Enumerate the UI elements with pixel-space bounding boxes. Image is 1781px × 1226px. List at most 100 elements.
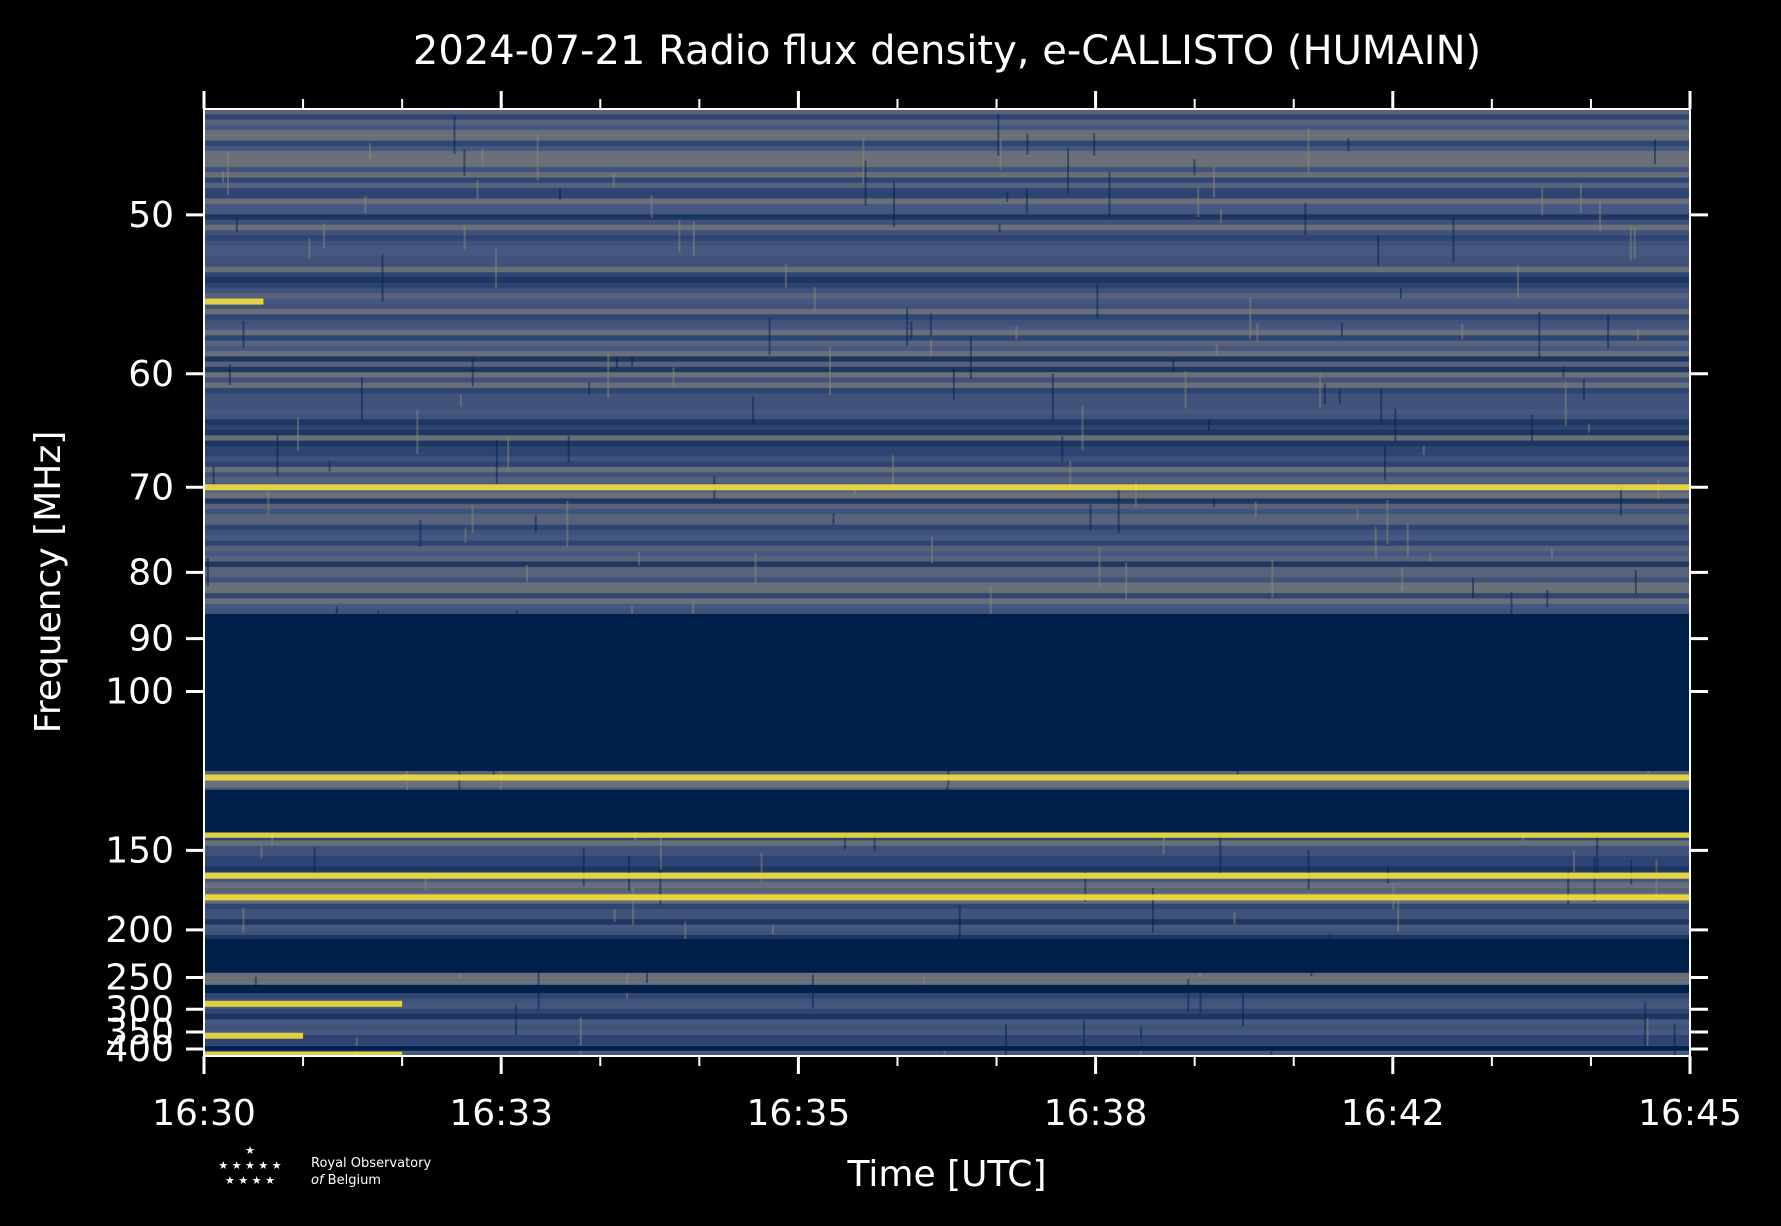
texture-streak	[464, 528, 467, 543]
masked-band	[204, 984, 1690, 993]
texture-streak	[355, 1037, 358, 1056]
texture-streak	[471, 505, 474, 534]
texture-row	[204, 498, 1690, 505]
texture-streak	[313, 847, 316, 873]
texture-row	[204, 850, 1690, 857]
texture-streak	[923, 976, 926, 987]
texture-row	[204, 866, 1690, 873]
texture-streak	[242, 320, 245, 348]
texture-streak	[1633, 226, 1636, 259]
texture-row	[204, 251, 1690, 257]
texture-row	[204, 166, 1690, 173]
texture-row	[204, 214, 1690, 220]
texture-row	[204, 177, 1690, 184]
texture-streak	[1541, 186, 1544, 216]
texture-row	[204, 1008, 1690, 1015]
texture-row	[204, 977, 1690, 983]
emission-band	[204, 1051, 403, 1056]
texture-row	[204, 477, 1690, 484]
texture-streak	[1356, 509, 1359, 520]
texture-row	[204, 1003, 1690, 1010]
texture-row	[204, 835, 1690, 841]
texture-streak	[567, 435, 570, 463]
texture-row	[204, 435, 1690, 441]
y-axis-label: Frequency [MHz]	[28, 431, 69, 734]
texture-streak	[566, 500, 569, 547]
texture-streak	[463, 149, 466, 176]
texture-streak	[616, 356, 619, 368]
texture-row	[204, 414, 1690, 420]
texture-streak	[495, 439, 498, 484]
texture-streak	[813, 287, 816, 311]
texture-streak	[1307, 128, 1310, 173]
texture-row	[204, 245, 1690, 252]
texture-row	[204, 272, 1690, 278]
texture-streak	[424, 877, 427, 891]
x-tick-label: 16:35	[747, 1093, 851, 1134]
texture-row	[204, 182, 1690, 189]
texture-streak	[559, 188, 562, 200]
texture-streak	[1140, 1027, 1143, 1046]
texture-row	[204, 366, 1690, 373]
texture-row	[204, 340, 1690, 347]
texture-streak	[222, 170, 225, 183]
texture-row	[204, 324, 1690, 331]
texture-streak	[364, 195, 367, 214]
texture-row	[204, 140, 1690, 147]
texture-row	[204, 208, 1690, 215]
texture-streak	[534, 515, 537, 532]
texture-streak	[499, 769, 502, 811]
texture-streak	[481, 148, 484, 167]
texture-streak	[463, 224, 466, 251]
texture-streak	[1531, 414, 1534, 441]
texture-streak	[1538, 311, 1541, 359]
texture-row	[204, 282, 1690, 289]
texture-row	[204, 445, 1690, 452]
texture-streak	[1172, 358, 1175, 373]
texture-streak	[254, 976, 257, 988]
texture-streak	[969, 335, 972, 380]
texture-row	[204, 114, 1690, 121]
texture-streak	[1636, 328, 1639, 341]
texture-row	[204, 293, 1690, 299]
texture-row	[204, 503, 1690, 510]
x-tick-label: 16:38	[1044, 1093, 1148, 1134]
texture-row	[204, 124, 1690, 131]
texture-row	[204, 1024, 1690, 1031]
texture-streak	[650, 195, 653, 218]
texture-streak	[771, 925, 774, 935]
texture-streak	[754, 553, 757, 584]
x-axis: 16:30 16:33 16:35 16:38 16:42 16:45	[152, 91, 1742, 1134]
texture-streak	[1593, 857, 1596, 902]
texture-streak	[1397, 898, 1400, 932]
texture-streak	[1081, 405, 1084, 451]
texture-row	[204, 298, 1690, 305]
texture-streak	[276, 434, 279, 476]
texture-streak	[626, 964, 629, 999]
texture-streak	[768, 317, 771, 355]
texture-row	[204, 356, 1690, 363]
texture-row	[204, 235, 1690, 242]
texture-streak	[864, 160, 867, 206]
texture-row	[204, 582, 1690, 589]
texture-row	[204, 361, 1690, 368]
texture-streak	[998, 224, 1001, 233]
texture-streak	[1646, 1017, 1649, 1050]
y-tick-label: 350	[105, 1012, 174, 1053]
masked-band	[204, 613, 1690, 771]
texture-streak	[1582, 379, 1585, 400]
texture-streak	[1125, 562, 1128, 600]
texture-streak	[369, 143, 372, 160]
texture-row	[204, 277, 1690, 284]
texture-streak	[946, 785, 949, 794]
texture-row	[204, 1013, 1690, 1020]
texture-row	[204, 198, 1690, 205]
texture-streak	[308, 238, 311, 260]
texture-streak	[1307, 850, 1310, 890]
stars-icon: ★ ★ ★ ★ ★ ★ ★ ★ ★ ★	[218, 1144, 282, 1187]
texture-streak	[1256, 323, 1259, 343]
spectrogram-image	[204, 109, 1690, 1056]
texture-row	[204, 593, 1690, 599]
masked-band	[204, 939, 1690, 973]
